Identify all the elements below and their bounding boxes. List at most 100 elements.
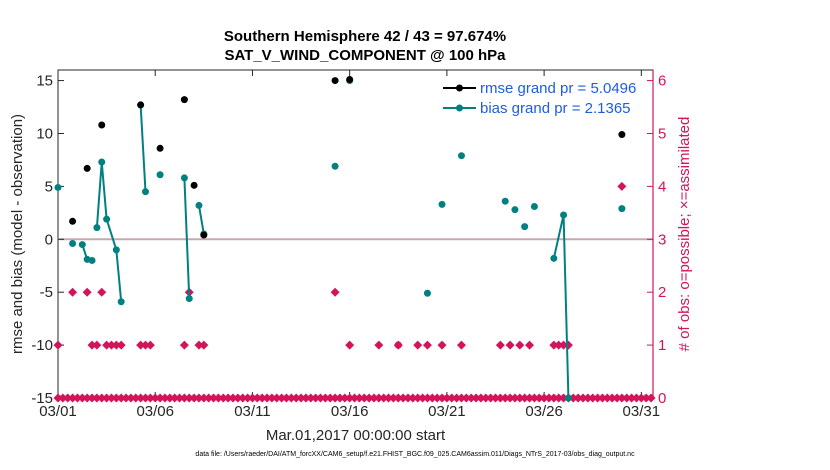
- obs-zero-marker: [525, 393, 535, 403]
- obs-zero-marker: [631, 393, 641, 403]
- obs-assimilated-marker: [330, 287, 340, 297]
- obs-assimilated-marker: [549, 340, 559, 350]
- obs-assimilated-marker: [102, 340, 112, 350]
- y-axis-label-right: # of obs: o=possible; ×=assimilated: [676, 117, 693, 352]
- obs-zero-marker: [141, 393, 150, 403]
- obs-zero-marker: [578, 393, 588, 403]
- obs-zero-marker: [461, 393, 471, 403]
- obs-zero-marker: [369, 393, 379, 403]
- y-axis-label: rmse and bias (model - observation): [9, 114, 26, 354]
- obs-zero-marker: [588, 393, 598, 403]
- obs-zero-marker: [602, 393, 612, 403]
- obs-zero-marker: [636, 393, 646, 403]
- chart-subtitle: SAT_V_WIND_COMPONENT @ 100 hPa: [224, 47, 506, 64]
- obs-assimilated-marker: [374, 340, 384, 350]
- bias-point: [93, 224, 101, 232]
- obs-zero-marker: [456, 393, 466, 403]
- obs-zero-marker: [228, 393, 238, 403]
- obs-zero-marker: [150, 393, 160, 403]
- obs-zero-marker: [223, 393, 233, 403]
- obs-assimilated-marker: [495, 340, 505, 350]
- bias-point: [103, 215, 111, 223]
- obs-zero-marker: [374, 393, 384, 403]
- chart-title: Southern Hemisphere 42 / 43 = 97.674%: [223, 28, 507, 45]
- legend-rmse-marker: [456, 84, 463, 92]
- obs-zero-marker: [354, 393, 364, 403]
- obs-zero-marker: [364, 393, 374, 403]
- obs-zero-marker: [432, 393, 442, 403]
- obs-zero-marker: [393, 393, 403, 403]
- obs-zero-marker: [340, 393, 350, 403]
- obs-zero-marker: [262, 393, 272, 403]
- bias-point: [564, 394, 572, 402]
- legend-rmse-label: rmse grand pr = 5.0496: [480, 80, 636, 97]
- bias-point: [331, 162, 339, 170]
- obs-assimilated-marker: [141, 340, 150, 350]
- obs-count-layer: [53, 181, 656, 403]
- obs-zero-marker: [131, 393, 141, 403]
- obs-zero-marker: [184, 393, 194, 403]
- legend-bias-marker: [456, 104, 463, 112]
- obs-zero-marker: [617, 393, 627, 403]
- obs-zero-marker: [486, 393, 496, 403]
- x-tick-label: 03/31: [623, 403, 661, 420]
- obs-zero-marker: [539, 393, 549, 403]
- obs-assimilated-marker: [456, 340, 466, 350]
- obs-assimilated-marker: [87, 340, 97, 350]
- obs-zero-marker: [500, 393, 510, 403]
- obs-zero-marker: [325, 393, 335, 403]
- obs-zero-marker: [286, 393, 296, 403]
- bias-point: [185, 295, 193, 303]
- obs-assimilated-marker: [525, 340, 535, 350]
- x-tick-label: 03/06: [136, 403, 174, 420]
- bias-point: [530, 202, 538, 210]
- obs-zero-marker: [243, 393, 253, 403]
- obs-zero-marker: [583, 393, 593, 403]
- rmse-point: [200, 231, 208, 239]
- bias-line-segment: [552, 214, 570, 399]
- obs-assimilated-marker: [559, 340, 569, 350]
- x-tick-label: 03/11: [234, 403, 270, 420]
- y-tick-label: -10: [31, 337, 53, 354]
- obs-zero-marker: [597, 393, 607, 403]
- obs-zero-marker: [622, 393, 632, 403]
- obs-zero-marker: [646, 393, 656, 403]
- obs-zero-marker: [471, 393, 481, 403]
- obs-zero-marker: [554, 393, 564, 403]
- obs-assimilated-marker: [199, 340, 209, 350]
- obs-zero-marker: [607, 393, 617, 403]
- obs-possible-marker: [394, 341, 402, 349]
- obs-zero-marker: [204, 393, 214, 403]
- y-tick-label: 15: [36, 73, 53, 90]
- obs-zero-marker: [481, 393, 491, 403]
- bias-point: [112, 246, 120, 254]
- x-tick-label: 03/21: [428, 403, 466, 420]
- obs-zero-marker: [213, 393, 223, 403]
- obs-zero-marker: [491, 393, 500, 403]
- obs-assimilated-marker: [345, 340, 355, 350]
- obs-zero-marker: [267, 393, 277, 403]
- obs-assimilated-marker: [111, 340, 121, 350]
- obs-zero-marker: [170, 393, 180, 403]
- bias-line-segment: [139, 104, 147, 192]
- obs-zero-marker: [87, 393, 97, 403]
- bias-point: [560, 211, 568, 219]
- obs-zero-marker: [534, 393, 544, 403]
- obs-zero-marker: [427, 393, 437, 403]
- y-tick-label-right: 3: [658, 231, 666, 248]
- bias-point: [180, 174, 188, 182]
- y-tick-label-right: 1: [658, 337, 666, 354]
- obs-zero-marker: [476, 393, 486, 403]
- obs-zero-marker: [529, 393, 539, 403]
- bias-point: [88, 256, 96, 264]
- y-tick-label-right: 0: [658, 390, 666, 407]
- bias-point: [423, 289, 431, 297]
- obs-assimilated-marker: [145, 340, 155, 350]
- obs-zero-marker: [272, 393, 282, 403]
- obs-zero-marker: [612, 393, 622, 403]
- obs-zero-marker: [194, 393, 204, 403]
- bias-point: [98, 158, 106, 166]
- y-tick-label-right: 5: [658, 125, 666, 142]
- obs-zero-marker: [179, 393, 189, 403]
- obs-zero-marker: [466, 393, 476, 403]
